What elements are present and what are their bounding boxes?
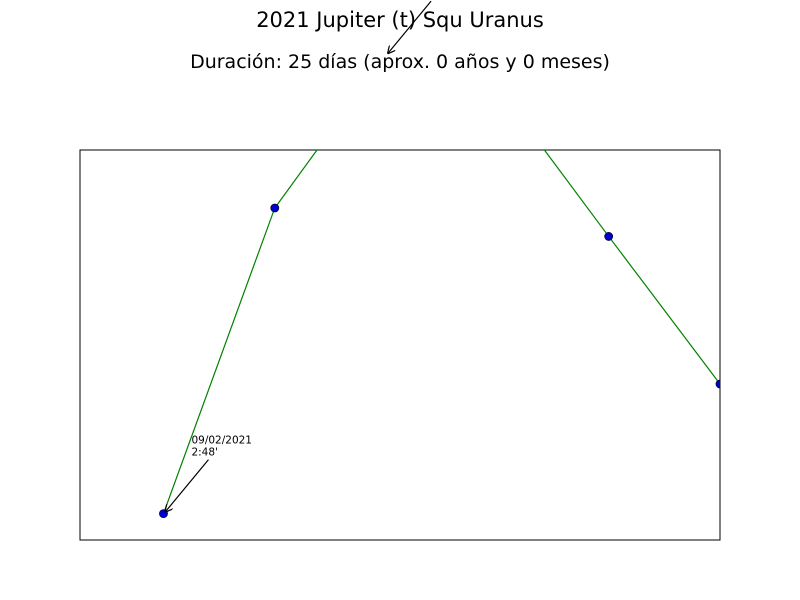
annotation-arrow [388, 0, 432, 53]
data-point-3 [493, 83, 501, 91]
series-line [162, 150, 720, 514]
annotation-arrow [165, 459, 209, 512]
annotation-date-label: 09/02/2021 [191, 435, 252, 447]
data-point-4 [604, 232, 614, 241]
annotation-1: 19/02/20210:27' [388, 0, 441, 53]
data-point-5 [715, 379, 720, 389]
data-point-1 [270, 203, 280, 213]
annotation-value-label: 2:48' [191, 447, 217, 459]
plot-area-frame [79, 149, 721, 541]
chart-title: 2021 Jupiter (t) Squ Uranus [256, 8, 544, 32]
chart-subtitle: Duración: 25 días (aprox. 0 años y 0 mes… [190, 51, 610, 73]
